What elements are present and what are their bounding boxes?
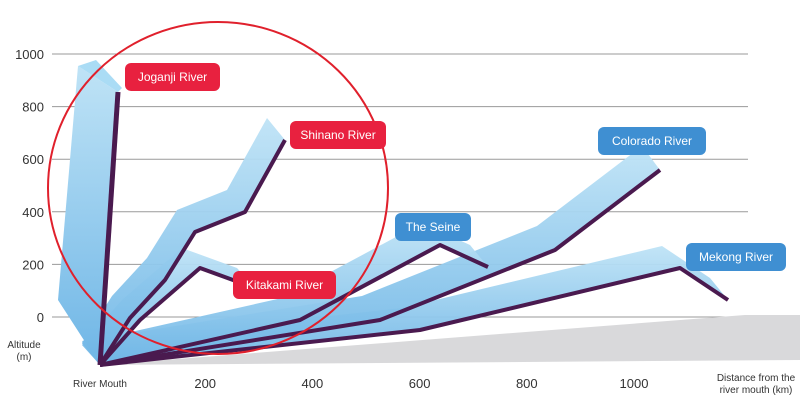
river-label-text: Shinano River [300,128,375,142]
y-tick-label: 200 [22,257,44,272]
river-label: Joganji River [125,63,220,91]
river-label-text: Mekong River [699,250,773,264]
floor-plane [100,315,800,365]
x-tick-label: 600 [409,376,431,391]
y-axis-label: Altitude [7,340,41,351]
highlight-circle [47,21,389,355]
river-label-bg [125,63,220,91]
x-tick-label: 1000 [620,376,649,391]
y-tick-label: 800 [22,100,44,115]
river-label-bg [290,121,386,149]
colorado-river-ribbon-line [99,168,662,367]
x-axis-label: river mouth (km) [720,385,793,396]
river-label-text: The Seine [406,220,461,234]
shinano-river-ribbon [82,118,285,365]
y-axis-ticks: 0 200 400 600 800 1000 [15,47,44,325]
river-label-bg [598,127,706,155]
river-label: The Seine [395,213,471,241]
river-label: Mekong River [686,243,786,271]
y-tick-label: 0 [37,310,44,325]
mekong-river-ribbon-line [99,266,730,367]
river-ribbons [47,21,730,367]
y-axis-label: (m) [17,352,32,363]
river-label-bg [686,243,786,271]
x-axis-ticks: River Mouth 200 400 600 800 1000 [73,376,648,391]
x-tick-label: 400 [302,376,324,391]
river-mouth-label: River Mouth [73,379,127,390]
joganji-top [78,60,122,92]
river-label-text: Colorado River [612,134,692,148]
river-label-bg [233,271,336,299]
joganji-river-line [97,91,121,366]
x-tick-label: 200 [194,376,216,391]
seine-ribbon [82,223,488,365]
y-tick-label: 600 [22,152,44,167]
kitakami-river-ribbon-line [98,266,256,367]
river-label-text: Kitakami River [246,278,323,292]
x-axis-label: Distance from the [717,373,796,384]
river-label-text: Joganji River [138,70,207,84]
seine-ribbon-line [99,243,489,367]
river-label: Kitakami River [233,271,336,299]
x-tick-label: 800 [516,376,538,391]
y-tick-label: 400 [22,205,44,220]
river-labels: Joganji River Shinano River Kitakami River… [125,63,786,299]
y-tick-label: 1000 [15,47,44,62]
floor [100,315,800,365]
river-label: Shinano River [290,121,386,149]
river-label-bg [395,213,471,241]
river-label: Colorado River [598,127,706,155]
